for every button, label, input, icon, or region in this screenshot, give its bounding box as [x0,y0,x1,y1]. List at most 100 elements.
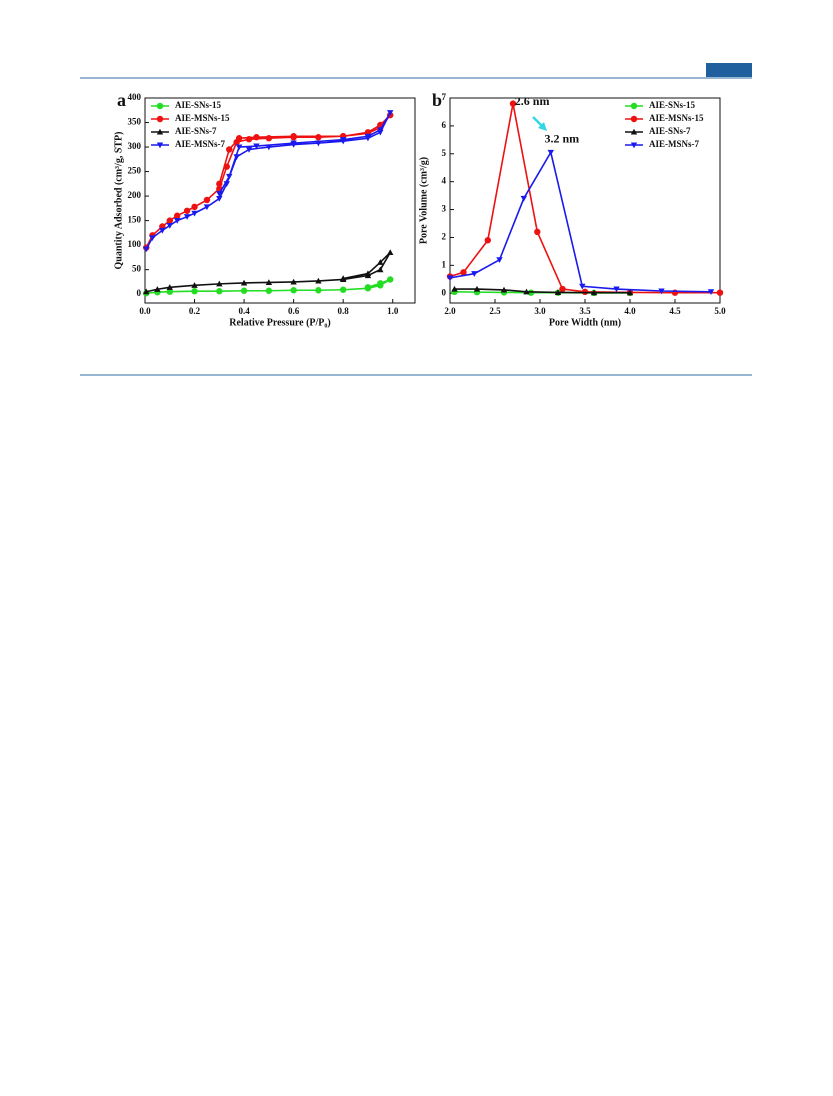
data-point [156,128,164,135]
data-point [265,135,273,142]
data-point [377,266,384,273]
x-tick-label: 5.0 [714,306,726,316]
data-point [290,133,297,140]
data-point [658,288,665,295]
x-tick-label: 0.6 [288,306,300,316]
y-tick-label: 200 [128,190,142,200]
y-axis-label: Pore Volume (cm³/g) [418,157,429,244]
data-point [245,135,253,143]
data-point [559,285,566,293]
data-point [159,227,166,234]
data-point [174,212,181,219]
data-point [446,275,454,282]
data-point [377,259,384,265]
data-point [166,222,173,229]
legend-label: AIE-MSNs-7 [649,139,700,149]
data-point [235,135,243,142]
annotation: 3.2 nm [545,132,580,146]
data-point [387,249,394,256]
data-point [223,181,230,188]
header-badge [706,63,752,77]
plot-frame [144,97,416,304]
y-tick-label: 250 [128,166,142,176]
y-tick-label: 400 [128,92,142,102]
panel-label: a [117,90,126,110]
series-line [449,150,712,293]
data-point [364,133,372,140]
data-point [290,287,297,294]
x-tick-label: 3.5 [579,306,591,316]
data-point [630,142,638,149]
legend-label: AIE-SNs-15 [649,100,696,110]
data-point [166,217,173,224]
data-point [554,289,562,295]
data-point [484,237,491,244]
data-point [149,235,156,241]
x-tick-label: 0.8 [338,306,350,316]
data-point [245,146,253,153]
data-point [253,134,260,141]
data-point [339,137,347,143]
x-tick-label: 3.0 [534,306,546,316]
data-point [630,115,638,123]
x-tick-label: 0.4 [238,306,250,316]
x-axis-label: Relative Pressure (P/P₀) [229,317,330,328]
data-point [166,284,173,290]
legend-label: AIE-SNs-7 [649,126,691,136]
y-tick-label: 4 [442,176,447,186]
panel-label: b [432,90,442,110]
data-point [630,102,638,110]
data-point [216,195,223,202]
data-point [377,280,384,287]
data-point [473,285,481,292]
series-line [146,251,391,293]
y-axis-label: Quantity Adsorbed (cm³/g, STP) [113,131,124,269]
data-point [387,110,394,116]
data-point [253,143,260,150]
y-tick-label: 50 [132,264,142,274]
data-point [500,286,508,293]
series-line [449,103,720,294]
x-axis-label: Pore Width (nm) [549,317,621,328]
data-point [154,286,161,292]
x-tick-label: 1.0 [387,306,399,316]
data-point [235,144,243,151]
x-tick-label: 4.5 [669,306,681,316]
data-point [265,287,273,294]
data-point [183,214,191,220]
data-point [630,128,638,135]
data-point [156,102,164,110]
x-tick-label: 0.2 [189,306,201,316]
data-point [339,275,347,282]
data-point [534,228,541,236]
x-tick-label: 4.0 [624,306,636,316]
y-tick-label: 150 [128,215,142,225]
data-point [226,173,233,180]
legend-label: AIE-SNs-7 [175,126,217,136]
data-point [471,271,478,277]
y-tick-label: 0 [137,288,142,298]
data-point [707,289,715,296]
data-point [191,288,198,295]
data-point [613,286,620,293]
x-tick-label: 2.5 [489,306,501,316]
legend-label: AIE-MSNs-15 [175,113,230,123]
data-point [315,140,322,147]
data-point [590,289,598,296]
data-point [233,154,240,161]
y-tick-label: 0 [442,287,447,297]
data-point [520,195,527,202]
data-point [523,288,530,295]
data-point [315,287,322,294]
y-tick-label: 5 [442,148,447,158]
data-point [216,288,223,295]
data-point [377,127,384,134]
data-point [203,196,211,204]
x-tick-label: 0.0 [139,306,151,316]
data-point [191,282,198,288]
data-point [191,203,198,211]
data-point [290,140,297,147]
data-point [183,207,191,214]
data-point [315,134,322,141]
